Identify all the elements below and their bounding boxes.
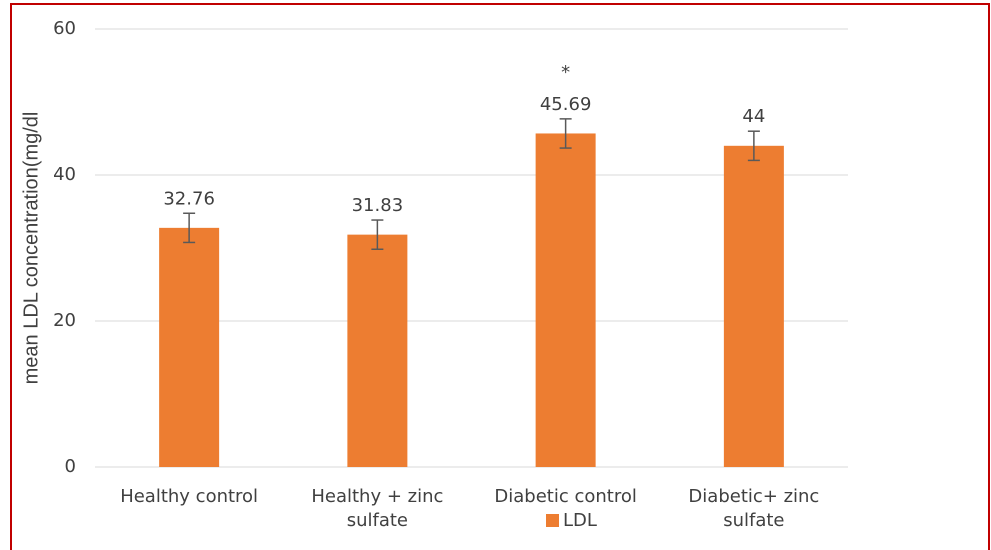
bar [347, 234, 408, 467]
error-bar [371, 219, 384, 250]
y-axis-label: mean LDL concentration(mg/dl [20, 112, 42, 385]
error-bar [183, 212, 196, 244]
data-label: 45.69 [540, 94, 592, 115]
error-bar [747, 130, 760, 162]
bar [159, 227, 220, 467]
y-tick-label: 40 [53, 164, 76, 185]
bar [723, 145, 784, 468]
legend-swatch [546, 514, 559, 527]
y-tick-label: 60 [53, 18, 76, 39]
data-label: 32.76 [163, 188, 215, 209]
legend-label: LDL [563, 510, 597, 531]
y-tick-label: 20 [53, 310, 76, 331]
x-tick-label: Diabetic+ zinc sulfate [688, 486, 820, 531]
error-bar [559, 118, 572, 149]
frame-border [10, 3, 990, 550]
data-label: 31.83 [352, 195, 404, 216]
data-label: 44 [742, 106, 765, 127]
x-tick-label: Healthy control [120, 486, 259, 507]
y-tick-label: 0 [65, 456, 76, 477]
annotation: * [561, 62, 570, 83]
bar [535, 133, 596, 467]
x-tick-label: Healthy + zinc sulfate [311, 486, 444, 531]
x-tick-label: Diabetic control [494, 486, 637, 507]
